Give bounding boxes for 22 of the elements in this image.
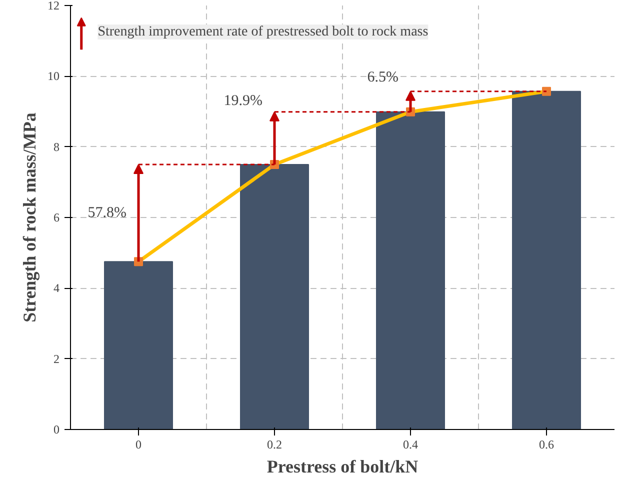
annotation: 6.5% [367,69,399,86]
y-tick-label: 0 [54,422,60,436]
bar [376,111,445,430]
y-tick-label: 4 [54,281,60,296]
bar [104,261,173,430]
annotation: 19.9% [224,93,263,110]
annotation: Strength improvement rate of prestressed bolt to rock mass [98,24,428,40]
x-tick-label: 0.2 [267,438,282,452]
y-tick-label: 8 [54,140,60,154]
y-tick-label: 10 [48,69,60,84]
y-tick-label: 6 [54,210,60,224]
x-tick-label: 0.6 [539,438,554,452]
bar [240,164,309,430]
y-tick-label: 2 [54,352,60,366]
x-tick-label: 0.4 [403,438,418,452]
x-tick-label: 0 [136,438,142,452]
annotation: 57.8% [88,205,127,222]
x-axis-title: Prestress of bolt/kN [266,456,418,476]
bar [512,90,581,430]
y-tick-label: 12 [48,0,60,12]
point [542,86,551,96]
y-axis-title: Strength of rock mass/MPa [20,112,40,322]
